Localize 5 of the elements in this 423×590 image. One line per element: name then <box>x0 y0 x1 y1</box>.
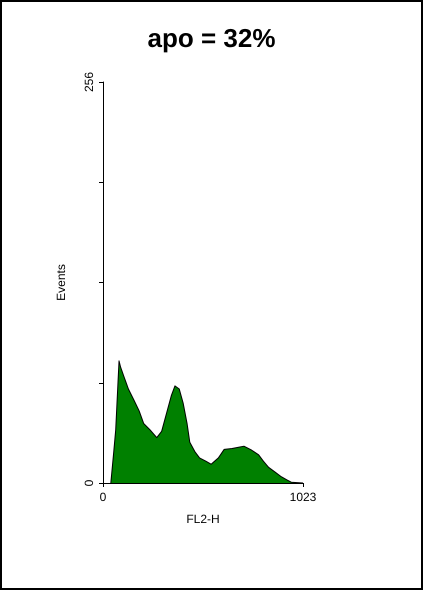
y-axis-title: Events <box>54 264 68 301</box>
chart-title: apo = 32% <box>148 23 276 53</box>
y-tick-label: 256 <box>82 72 96 92</box>
x-tick-label: 1023 <box>290 490 317 504</box>
x-axis-title: FL2-H <box>186 512 220 526</box>
